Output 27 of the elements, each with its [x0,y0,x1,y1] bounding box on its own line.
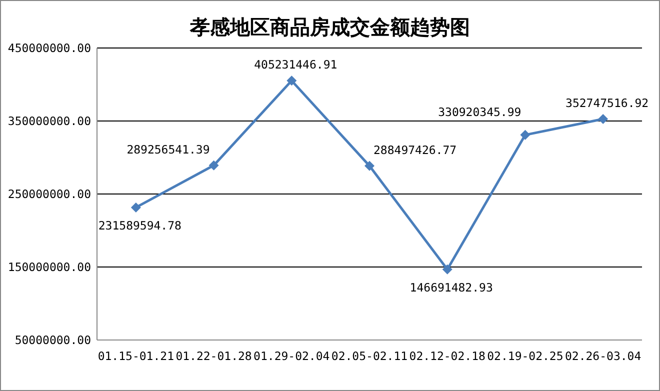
data-label: 352747516.92 [566,96,649,110]
data-label: 288497426.77 [374,142,457,157]
x-tick-label: 02.19-02.25 [487,349,564,363]
x-tick-label: 02.05-02.11 [331,349,408,363]
data-label: 405231446.91 [254,58,338,72]
x-tick-label: 02.12-02.18 [409,349,486,363]
x-tick-label: 02.26-03.04 [564,349,642,363]
y-tick-label: 350000000.00 [8,114,92,128]
y-tick-label: 50000000.00 [14,333,92,347]
y-tick-label: 450000000.00 [8,41,92,55]
data-label: 330920345.99 [438,105,522,119]
chart-title: 孝感地区商品房成交金额趋势图 [189,15,470,39]
point [286,76,297,86]
point [364,160,374,171]
x-tick-label: 01.15-01.21 [98,349,174,363]
point [520,130,530,140]
data-label: 146691482.93 [410,280,493,294]
y-tick-label: 250000000.00 [8,187,92,201]
point [130,202,141,212]
point [442,264,452,274]
data-label: 231589594.78 [98,218,182,232]
x-tick-label: 01.22-01.28 [176,349,252,363]
y-tick-label: 150000000.00 [8,260,92,274]
data-label: 289256541.39 [126,142,210,156]
point [208,160,219,170]
x-tick-label: 01.29-02.04 [254,349,330,363]
point [598,114,608,124]
